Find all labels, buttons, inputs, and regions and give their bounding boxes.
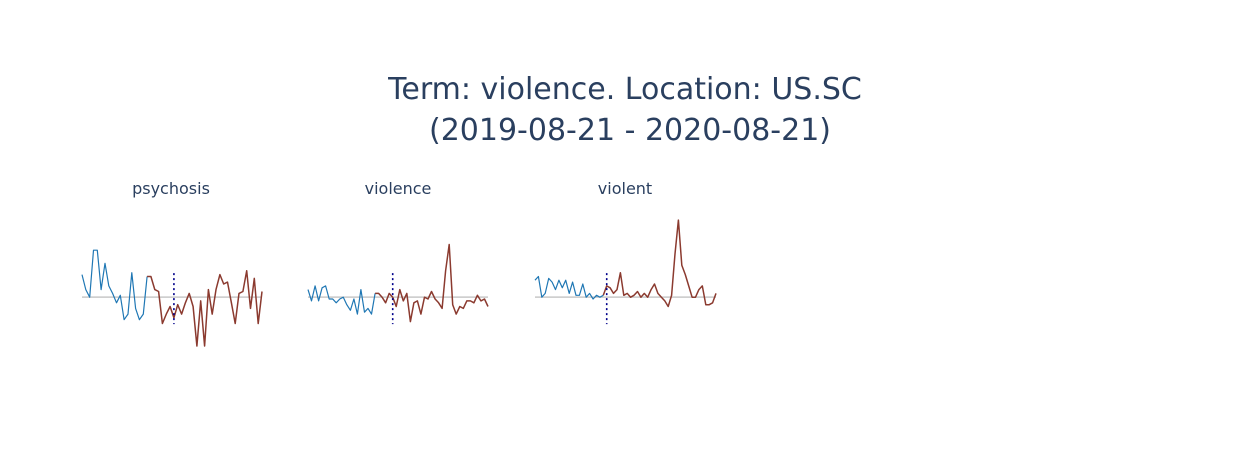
panel-title-violence: violence (365, 179, 432, 198)
series-after-violence (375, 243, 489, 323)
series-before-violent (534, 275, 604, 300)
plot-area (81, 219, 717, 347)
chart-title-line-2: (2019-08-21 - 2020-08-21) (429, 113, 831, 148)
series-before-psychosis (81, 249, 148, 321)
series-after-psychosis (147, 270, 263, 347)
panel-psychosis: psychosis (132, 179, 210, 198)
series-after-violent (602, 219, 717, 308)
chart-title-line-1: Term: violence. Location: US.SC (387, 72, 862, 107)
panel-title-psychosis: psychosis (132, 179, 210, 198)
panel-violence: violence (365, 179, 432, 198)
panel-title-violent: violent (598, 179, 652, 198)
panel-violent: violent (598, 179, 652, 198)
series-before-violence (307, 285, 376, 315)
